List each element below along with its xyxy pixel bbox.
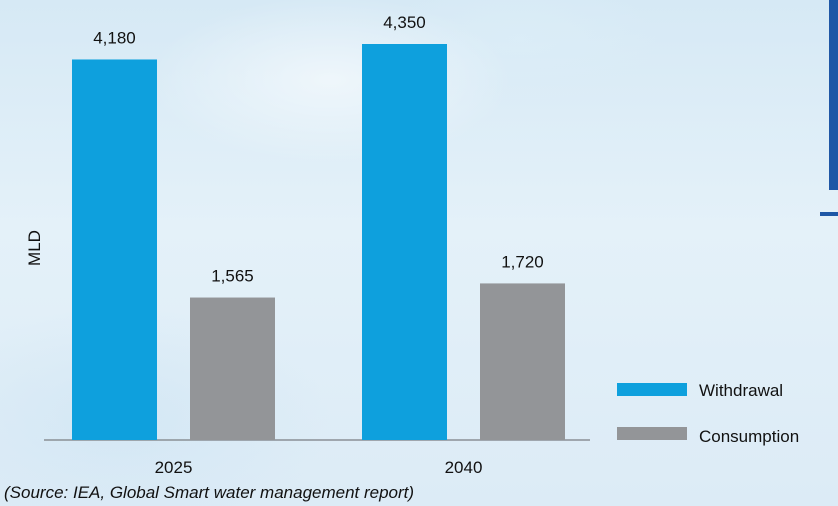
data-label-consumption-2040: 1,720 (501, 252, 544, 271)
legend-swatch-consumption (617, 427, 687, 440)
decorative-side-tick (820, 212, 838, 216)
bar-withdrawal-2040 (362, 44, 447, 440)
x-tick-label-2040: 2040 (445, 458, 483, 477)
legend-label-withdrawal: Withdrawal (699, 381, 783, 400)
legend-swatch-withdrawal (617, 383, 687, 396)
bar-withdrawal-2025 (72, 59, 157, 440)
data-label-consumption-2025: 1,565 (211, 267, 254, 286)
x-tick-label-2025: 2025 (155, 458, 193, 477)
data-label-withdrawal-2025: 4,180 (93, 28, 136, 47)
bar-consumption-2040 (480, 283, 565, 440)
legend-label-consumption: Consumption (699, 427, 799, 446)
bar-consumption-2025 (190, 297, 275, 440)
decorative-side-bar (829, 0, 838, 190)
y-axis-label: MLD (25, 230, 44, 266)
legend: Withdrawal Consumption (617, 381, 799, 446)
data-label-withdrawal-2040: 4,350 (383, 13, 426, 32)
source-note: (Source: IEA, Global Smart water managem… (4, 483, 414, 502)
